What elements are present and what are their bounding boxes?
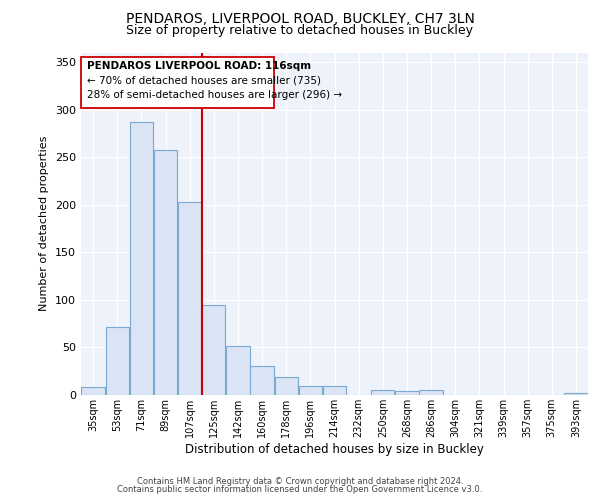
Text: PENDAROS, LIVERPOOL ROAD, BUCKLEY, CH7 3LN: PENDAROS, LIVERPOOL ROAD, BUCKLEY, CH7 3… (125, 12, 475, 26)
Bar (419, 390, 443, 395)
Bar (250, 366, 274, 395)
Text: ← 70% of detached houses are smaller (735): ← 70% of detached houses are smaller (73… (87, 76, 321, 86)
Y-axis label: Number of detached properties: Number of detached properties (40, 136, 49, 312)
Text: Contains public sector information licensed under the Open Government Licence v3: Contains public sector information licen… (118, 485, 482, 494)
Text: Size of property relative to detached houses in Buckley: Size of property relative to detached ho… (127, 24, 473, 37)
Bar (82, 388, 105, 395)
Bar (299, 386, 322, 395)
Bar (81, 58, 274, 108)
Bar (154, 150, 177, 395)
Bar (371, 390, 394, 395)
Bar (395, 391, 419, 395)
Text: Contains HM Land Registry data © Crown copyright and database right 2024.: Contains HM Land Registry data © Crown c… (137, 477, 463, 486)
Bar (202, 304, 226, 395)
Bar (178, 202, 202, 395)
Bar (564, 393, 587, 395)
Bar (130, 122, 153, 395)
Bar (323, 386, 346, 395)
Text: 28% of semi-detached houses are larger (296) →: 28% of semi-detached houses are larger (… (87, 90, 342, 100)
Bar (106, 328, 129, 395)
X-axis label: Distribution of detached houses by size in Buckley: Distribution of detached houses by size … (185, 442, 484, 456)
Bar (275, 377, 298, 395)
Text: PENDAROS LIVERPOOL ROAD: 116sqm: PENDAROS LIVERPOOL ROAD: 116sqm (87, 61, 311, 71)
Bar (226, 346, 250, 395)
